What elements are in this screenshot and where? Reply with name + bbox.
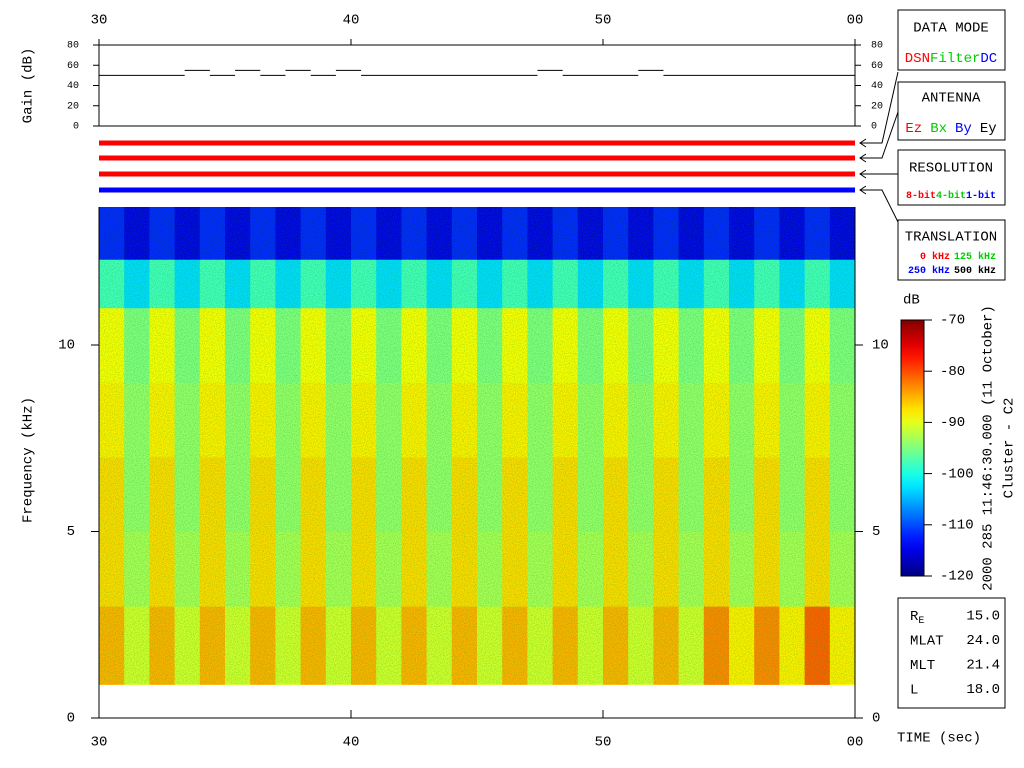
y-tick-label: 0 <box>872 711 880 727</box>
y-tick-label: 20 <box>871 101 883 112</box>
eph-value: 21.4 <box>966 658 1000 674</box>
y-tick-label: 5 <box>872 524 880 540</box>
colorbar-tick-label: -80 <box>940 364 965 380</box>
eph-value: 24.0 <box>966 633 1000 649</box>
x-tick-label: 50 <box>595 735 612 751</box>
item: Ey <box>980 121 997 137</box>
y-tick-label: 10 <box>58 338 75 354</box>
axis-title: Gain (dB) <box>21 48 37 124</box>
box-items: 8-bit4-bit1-bit <box>906 190 996 202</box>
box-items: 0 kHz 125 kHz <box>920 251 996 263</box>
x-tick-label: 30 <box>91 13 108 29</box>
item: Bx <box>930 121 947 137</box>
box <box>897 597 1006 709</box>
box <box>897 81 1006 141</box>
box <box>897 149 1006 206</box>
item: Filter <box>930 51 980 67</box>
y-tick-label: 60 <box>67 61 79 72</box>
gain-frame <box>98 44 856 127</box>
colorbar-tick-label: -90 <box>940 415 965 431</box>
status-lines <box>99 71 899 223</box>
eph-label: RE <box>910 609 924 627</box>
colorbar <box>900 319 925 577</box>
item: 125 kHz <box>954 251 996 263</box>
texture <box>99 207 855 684</box>
eph-value: 15.0 <box>966 609 1000 625</box>
label: MLAT <box>910 633 944 649</box>
box-items: DSNFilterDC <box>905 51 997 67</box>
label: MLT <box>910 658 935 674</box>
item: By <box>955 121 972 137</box>
item: DSN <box>905 51 930 67</box>
item: 1-bit <box>966 190 996 202</box>
label: L <box>910 682 918 698</box>
colorbar-tick-label: -110 <box>940 518 974 534</box>
arrow <box>860 71 899 144</box>
y-tick-label: 40 <box>67 81 79 92</box>
x-tick-label: 30 <box>91 735 108 751</box>
x-tick-label: 00 <box>847 13 864 29</box>
item: 4-bit <box>936 190 966 202</box>
y-tick-label: 80 <box>871 41 883 52</box>
x-tick-label: 00 <box>847 735 864 751</box>
eph-label: L <box>910 682 918 698</box>
y-tick-label: 0 <box>67 711 75 727</box>
eph-label: MLAT <box>910 633 944 649</box>
box <box>897 9 1006 71</box>
arrow-head <box>859 185 867 195</box>
colorbar-tick-label: -70 <box>940 313 965 329</box>
colorbar-tick-label: -100 <box>940 466 974 482</box>
arrow-head <box>859 169 867 179</box>
colorbar-tick-label: -120 <box>940 569 974 585</box>
box-items: 250 kHz 500 kHz <box>908 265 996 277</box>
x-tick-label: 40 <box>343 735 360 751</box>
y-tick-label: 20 <box>67 101 79 112</box>
item: Ez <box>905 121 922 137</box>
arrow <box>860 111 899 159</box>
item: 8-bit <box>906 190 936 202</box>
y-tick-label: 60 <box>871 61 883 72</box>
arrow-head <box>859 138 867 148</box>
box-title: RESOLUTION <box>909 161 993 177</box>
item: 500 kHz <box>954 265 996 277</box>
boxes <box>897 9 1006 709</box>
arrow <box>860 189 899 223</box>
spacecraft: Cluster - C2 <box>1002 398 1018 499</box>
colorbar-label: dB <box>903 293 920 309</box>
box <box>897 219 1006 281</box>
eph-label: MLT <box>910 658 935 674</box>
axis-title: TIME (sec) <box>897 731 981 747</box>
y-tick-label: 80 <box>67 41 79 52</box>
y-tick-label: 5 <box>67 524 75 540</box>
x-tick-label: 40 <box>343 13 360 29</box>
eph-value: 18.0 <box>966 682 1000 698</box>
box-title: ANTENNA <box>922 91 981 107</box>
box-title: TRANSLATION <box>905 230 997 246</box>
y-tick-label: 10 <box>872 338 889 354</box>
arrows <box>859 71 899 223</box>
timestamp: 2000 285 11:46:30.000 (11 October) <box>981 305 997 591</box>
item: DC <box>980 51 997 67</box>
item: 250 kHz <box>908 265 950 277</box>
x-tick-label: 50 <box>595 13 612 29</box>
box-items: Ez Bx By Ey <box>905 121 996 137</box>
axis-title: Frequency (kHz) <box>21 397 37 523</box>
y-tick-label: 0 <box>871 122 877 133</box>
label: R <box>910 609 919 625</box>
y-tick-label: 40 <box>871 81 883 92</box>
subscript: E <box>918 616 924 627</box>
y-tick-label: 0 <box>73 122 79 133</box>
ephemeris: RE 15.0 MLAT 24.0 MLT 21.4 L 18.0 <box>910 609 1000 699</box>
item: 0 kHz <box>920 251 950 263</box>
arrow-head <box>859 153 867 163</box>
box-title: DATA MODE <box>913 21 989 37</box>
